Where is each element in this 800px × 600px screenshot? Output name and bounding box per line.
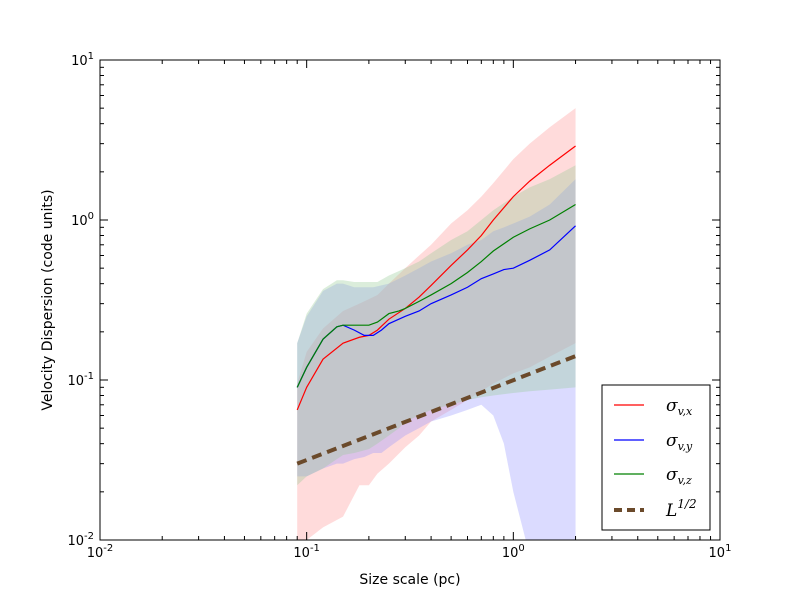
x-tick-label: 101 — [709, 543, 732, 561]
x-tick-label: 10-2 — [87, 543, 114, 561]
series-line-3 — [296, 203, 576, 388]
plot-frame — [99, 59, 721, 541]
x-axis-label: Size scale (pc) — [359, 572, 460, 588]
legend-label-1: σv,x — [666, 396, 693, 418]
legend-label-4: L1/2 — [665, 497, 697, 521]
band-3 — [297, 165, 576, 486]
legend-label-3: σv,z — [666, 465, 692, 487]
y-tick-label: 10-2 — [67, 531, 94, 549]
series-lines — [296, 145, 577, 466]
legend: σv,x σv,y σv,z L1/2 — [601, 384, 711, 531]
axis-ticks: 10-2 10-1 100 101 10-2 10-1 100 101 — [67, 51, 731, 561]
y-tick-label: 10-1 — [67, 371, 94, 389]
y-axis-label: Velocity Dispersion (code units) — [40, 189, 56, 410]
x-tick-label: 100 — [502, 543, 525, 561]
x-tick-label: 10-1 — [293, 543, 320, 561]
legend-box — [601, 384, 711, 531]
band-1 — [297, 108, 576, 540]
y-tick-label: 100 — [71, 211, 94, 229]
legend-label-2: σv,y — [666, 431, 693, 453]
series-line-1 — [296, 145, 576, 411]
series-line-4 — [296, 354, 577, 466]
y-tick-label: 101 — [71, 51, 94, 69]
